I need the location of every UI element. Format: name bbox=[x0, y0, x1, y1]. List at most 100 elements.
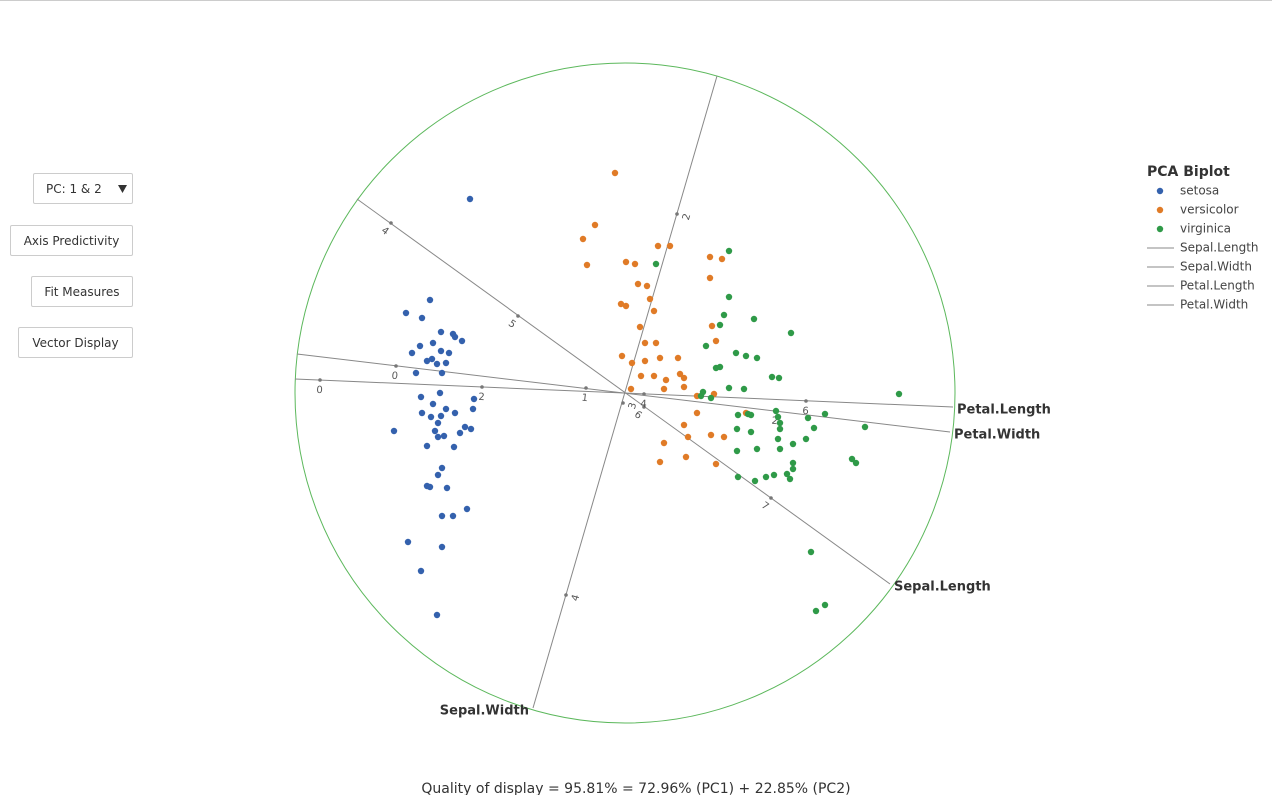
point bbox=[652, 339, 660, 347]
point bbox=[660, 439, 668, 447]
point bbox=[443, 484, 451, 492]
point bbox=[725, 247, 733, 255]
point bbox=[418, 409, 426, 417]
point bbox=[666, 242, 674, 250]
legend-marker bbox=[1156, 187, 1164, 195]
axis-tick-label: 0 bbox=[316, 385, 323, 396]
point bbox=[450, 443, 458, 451]
point bbox=[628, 359, 636, 367]
point bbox=[436, 389, 444, 397]
point bbox=[787, 329, 795, 337]
point bbox=[418, 314, 426, 322]
point bbox=[427, 413, 435, 421]
legend-label: Sepal.Length bbox=[1180, 241, 1259, 255]
axis-name: Petal.Length bbox=[957, 403, 1051, 418]
point bbox=[417, 393, 425, 401]
button[interactable]: Fit Measures bbox=[31, 276, 133, 307]
axis-tick bbox=[480, 385, 484, 389]
point bbox=[438, 543, 446, 551]
point bbox=[456, 429, 464, 437]
point bbox=[725, 293, 733, 301]
axis-tick bbox=[516, 314, 520, 318]
biplot-axis bbox=[296, 353, 951, 433]
point bbox=[627, 385, 635, 393]
point bbox=[804, 414, 812, 422]
axis-tick bbox=[675, 212, 679, 216]
axis-tick-label: 2 bbox=[771, 416, 779, 428]
point bbox=[702, 342, 710, 350]
point bbox=[753, 354, 761, 362]
axis-tick bbox=[389, 221, 393, 225]
point bbox=[751, 477, 759, 485]
point bbox=[417, 567, 425, 575]
axis-tick-label: 5 bbox=[506, 318, 518, 331]
point bbox=[429, 400, 437, 408]
axis-name: Petal.Width bbox=[954, 428, 1040, 443]
point bbox=[712, 460, 720, 468]
axis-name: Sepal.Width bbox=[440, 704, 529, 719]
point bbox=[408, 349, 416, 357]
legend-label: versicolor bbox=[1180, 203, 1239, 217]
point bbox=[693, 409, 701, 417]
point bbox=[810, 424, 818, 432]
point bbox=[470, 395, 478, 403]
button[interactable]: Vector Display bbox=[18, 327, 133, 358]
point bbox=[426, 296, 434, 304]
point bbox=[634, 280, 642, 288]
point bbox=[433, 611, 441, 619]
point bbox=[776, 445, 784, 453]
pc-select[interactable]: PC: 1 & 2 bbox=[33, 173, 133, 204]
point bbox=[611, 169, 619, 177]
axis-tick-label: 2 bbox=[478, 392, 485, 403]
point bbox=[402, 309, 410, 317]
axis-tick bbox=[318, 378, 322, 382]
point bbox=[725, 384, 733, 392]
point bbox=[861, 423, 869, 431]
axis-tick-label: 3 bbox=[627, 401, 639, 410]
biplot-axis bbox=[532, 75, 718, 709]
point bbox=[680, 383, 688, 391]
point bbox=[776, 419, 784, 427]
button[interactable]: Axis Predictivity bbox=[10, 225, 133, 256]
axis-name: Sepal.Length bbox=[894, 580, 991, 595]
point bbox=[734, 473, 742, 481]
point bbox=[747, 411, 755, 419]
point bbox=[768, 373, 776, 381]
point bbox=[660, 385, 668, 393]
plot-circle bbox=[294, 62, 956, 724]
point bbox=[438, 464, 446, 472]
axis-tick-label: 6 bbox=[802, 406, 809, 417]
point bbox=[680, 421, 688, 429]
point bbox=[734, 411, 742, 419]
point bbox=[720, 433, 728, 441]
axis-tick-label: 6 bbox=[632, 409, 644, 422]
point bbox=[423, 442, 431, 450]
legend-label: Petal.Length bbox=[1180, 279, 1255, 293]
point bbox=[656, 354, 664, 362]
point bbox=[718, 255, 726, 263]
axis-tick bbox=[621, 401, 625, 405]
point bbox=[776, 425, 784, 433]
point bbox=[438, 512, 446, 520]
point bbox=[428, 355, 436, 363]
axis-tick bbox=[769, 496, 773, 500]
point bbox=[442, 405, 450, 413]
point bbox=[802, 435, 810, 443]
point bbox=[641, 339, 649, 347]
point bbox=[676, 370, 684, 378]
legend-label: Petal.Width bbox=[1180, 298, 1248, 312]
point bbox=[684, 433, 692, 441]
point bbox=[646, 295, 654, 303]
point bbox=[622, 302, 630, 310]
point bbox=[680, 374, 688, 382]
point bbox=[461, 423, 469, 431]
point bbox=[716, 363, 724, 371]
point bbox=[733, 447, 741, 455]
point bbox=[697, 392, 705, 400]
axis-tick-label: 1 bbox=[581, 393, 589, 405]
legend-marker bbox=[1156, 225, 1164, 233]
point bbox=[707, 431, 715, 439]
point bbox=[458, 337, 466, 345]
point bbox=[706, 253, 714, 261]
